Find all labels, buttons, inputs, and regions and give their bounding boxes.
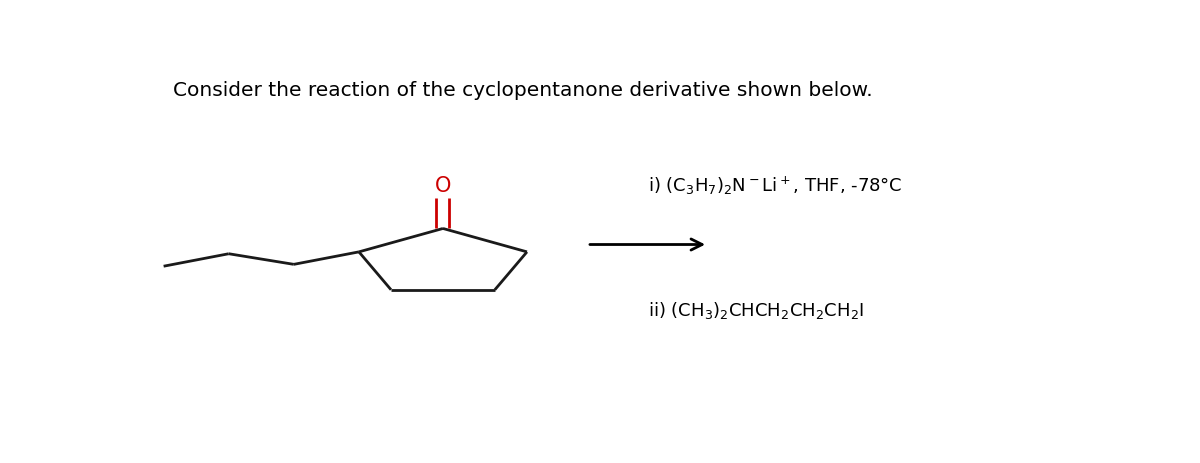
Text: ii) (CH$_3$)$_2$CHCH$_2$CH$_2$CH$_2$I: ii) (CH$_3$)$_2$CHCH$_2$CH$_2$CH$_2$I <box>648 300 864 321</box>
Text: i) (C$_3$H$_7$)$_2$N$^-$Li$^+$, THF, -78°C: i) (C$_3$H$_7$)$_2$N$^-$Li$^+$, THF, -78… <box>648 175 902 197</box>
Text: Consider the reaction of the cyclopentanone derivative shown below.: Consider the reaction of the cyclopentan… <box>173 81 872 100</box>
Text: O: O <box>434 176 451 196</box>
